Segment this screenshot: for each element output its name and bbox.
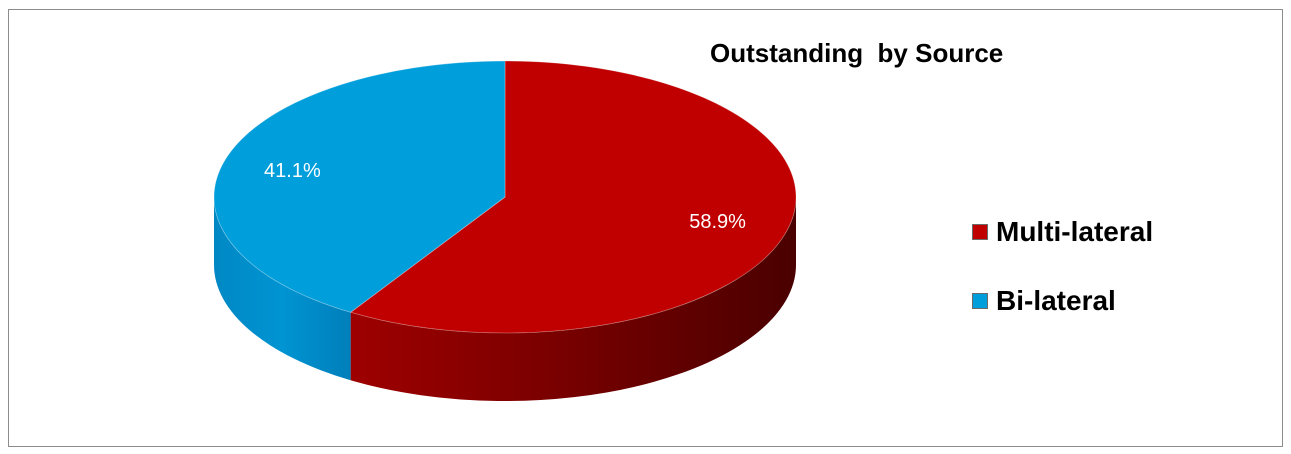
legend-swatch-bi-lateral (972, 293, 988, 309)
chart-title: Outstanding by Source (710, 38, 1004, 68)
legend: Multi-lateral Bi-lateral (972, 213, 1153, 351)
legend-swatch-multi-lateral (972, 224, 988, 240)
pie-slice-bi-lateral (213, 60, 506, 313)
data-label-bi-lateral: 41.1% (264, 160, 321, 182)
legend-item-multi-lateral: Multi-lateral (972, 213, 1153, 251)
data-label-multi-lateral: 58.9% (689, 211, 746, 233)
legend-item-bi-lateral: Bi-lateral (972, 282, 1153, 320)
legend-label-multi-lateral: Multi-lateral (996, 216, 1154, 247)
legend-label-bi-lateral: Bi-lateral (996, 285, 1116, 316)
pie-side-bi-lateral (214, 197, 351, 381)
pie-side-multi-lateral (350, 197, 796, 401)
pie-slice-multi-lateral (349, 60, 797, 334)
